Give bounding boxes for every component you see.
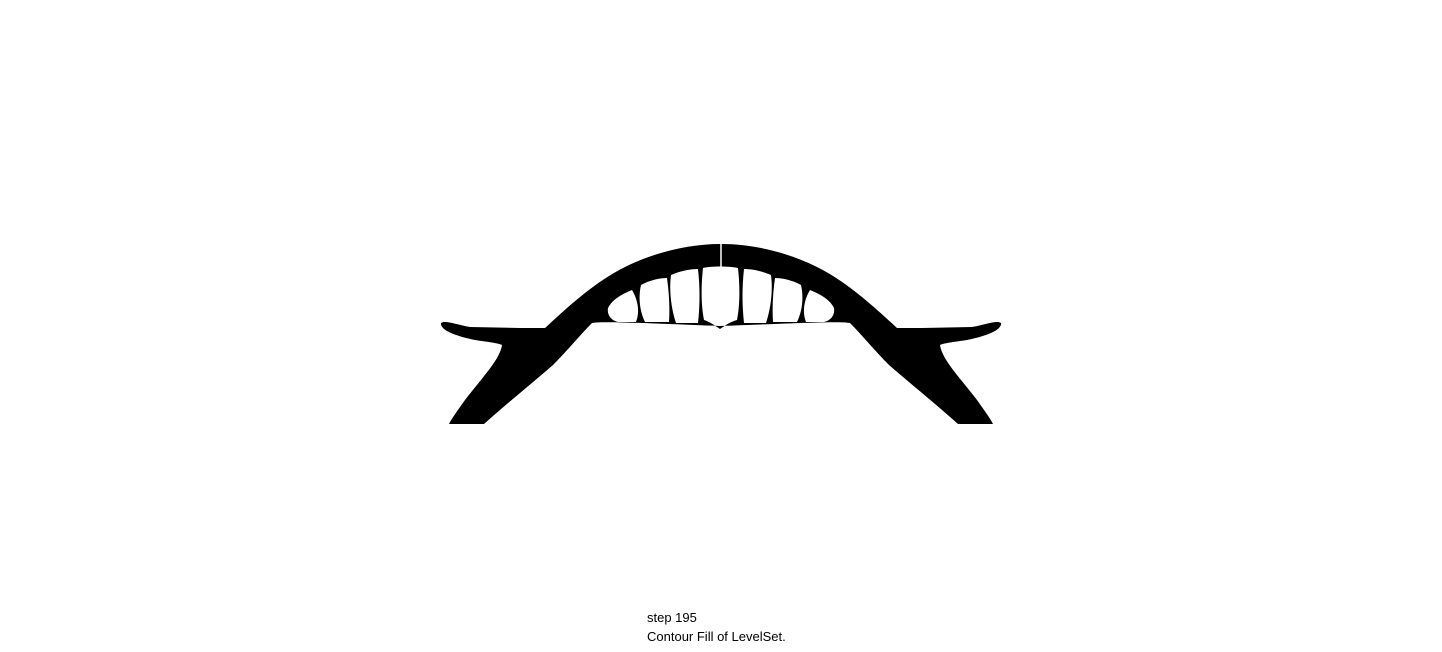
step-label: step 195 — [647, 610, 697, 625]
arch-structure — [440, 244, 1002, 424]
figure-description: Contour Fill of LevelSet. — [647, 629, 786, 644]
